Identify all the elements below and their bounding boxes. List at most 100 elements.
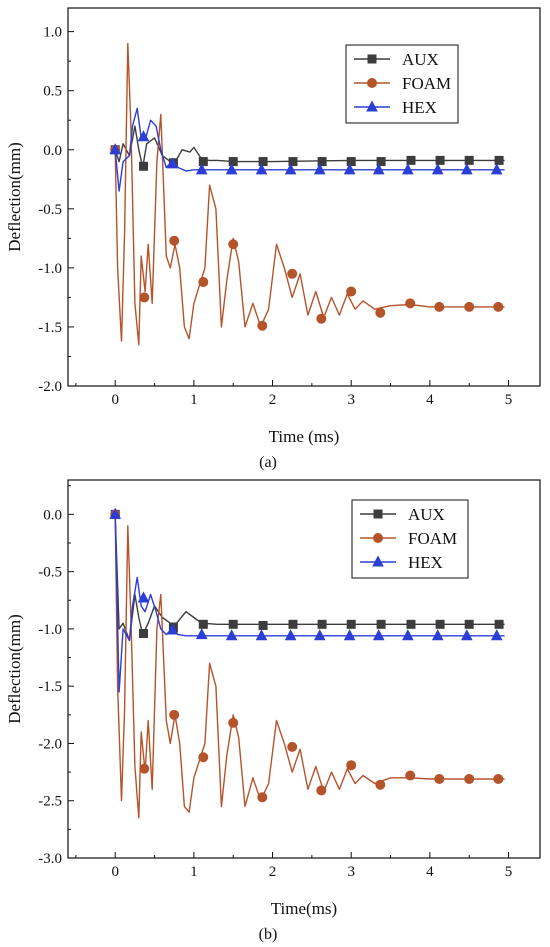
legend-box xyxy=(345,44,459,124)
y-tick-label: 0.0 xyxy=(43,507,62,523)
legend-label-hex: HEX xyxy=(408,553,443,572)
data-point-hex xyxy=(313,629,326,641)
data-point-hex xyxy=(195,163,208,175)
legend: AUX FOAM HEX xyxy=(345,44,459,124)
data-point-foam xyxy=(228,717,239,728)
data-point-foam xyxy=(464,773,475,784)
x-tick-label: 0 xyxy=(111,392,119,408)
data-point-aux xyxy=(346,157,356,167)
data-point-foam xyxy=(257,320,268,331)
data-point-aux xyxy=(139,628,149,638)
x-axis-title: Time (ms) xyxy=(269,427,340,446)
y-tick-label: -0.5 xyxy=(38,202,62,218)
legend-label-hex: HEX xyxy=(402,98,437,117)
data-point-foam xyxy=(405,770,416,781)
data-point-foam xyxy=(257,792,268,803)
data-point-aux xyxy=(258,157,268,167)
data-point-hex xyxy=(372,163,385,175)
x-tick-label: 5 xyxy=(505,864,513,880)
data-point-foam xyxy=(316,785,327,796)
data-point-hex xyxy=(402,163,414,175)
legend-marker-aux xyxy=(367,54,377,64)
data-point-aux xyxy=(317,157,327,167)
data-point-foam xyxy=(434,773,445,784)
data-point-hex xyxy=(343,629,356,641)
data-point-aux xyxy=(435,619,445,629)
legend-marker-hex xyxy=(372,555,384,567)
data-point-hex xyxy=(490,163,503,175)
x-tick-label: 3 xyxy=(347,392,355,408)
chart-panel-b: 0 1 2 3 4 5 0.0 -0.5 -1.0 -1.5 -2.0 -2.5 -3.0 Deflec… xyxy=(5,479,541,943)
data-point-hex xyxy=(255,163,268,175)
data-point-hex xyxy=(166,157,179,169)
data-point-aux xyxy=(288,619,298,629)
data-point-foam xyxy=(346,760,357,771)
panel-label: (b) xyxy=(259,926,278,943)
data-point-hex xyxy=(343,163,356,175)
data-point-hex xyxy=(284,163,297,175)
data-point-foam xyxy=(434,301,445,312)
data-point-aux xyxy=(406,155,416,165)
x-tick-label: 1 xyxy=(190,392,198,408)
data-point-hex xyxy=(402,629,414,641)
data-point-hex xyxy=(255,629,268,641)
data-point-hex xyxy=(195,628,208,640)
data-point-foam xyxy=(464,301,475,312)
data-point-hex xyxy=(166,623,179,635)
y-tick-label: 0.0 xyxy=(43,143,62,159)
data-point-aux xyxy=(406,619,416,629)
data-point-hex xyxy=(372,629,385,641)
data-point-aux xyxy=(464,619,474,629)
data-point-aux xyxy=(139,161,149,171)
series-line-foam xyxy=(114,42,505,346)
data-point-aux xyxy=(228,619,238,629)
data-point-aux xyxy=(317,619,327,629)
data-point-foam xyxy=(316,313,327,324)
x-tick-label: 3 xyxy=(347,864,355,880)
legend-marker-hex xyxy=(366,100,378,112)
y-tick-label: -2.0 xyxy=(38,379,62,395)
x-tick-label: 1 xyxy=(190,864,198,880)
data-point-hex xyxy=(225,629,238,641)
data-point-aux xyxy=(198,619,208,629)
legend-label-aux: AUX xyxy=(402,50,439,69)
data-point-aux xyxy=(494,619,504,629)
data-point-aux xyxy=(494,155,504,165)
data-point-hex xyxy=(109,507,122,519)
data-point-aux xyxy=(288,157,298,167)
y-tick-label: -2.5 xyxy=(38,794,62,810)
y-tick-label: 1.0 xyxy=(43,25,62,41)
data-point-foam xyxy=(139,292,150,303)
data-point-foam xyxy=(198,277,209,288)
data-point-foam xyxy=(346,286,357,297)
data-point-foam xyxy=(169,709,180,720)
y-tick-label: 0.5 xyxy=(43,84,62,100)
y-tick-label: -0.5 xyxy=(38,565,62,581)
data-point-hex xyxy=(431,629,444,641)
x-axis-title: Time(ms) xyxy=(271,899,337,918)
plot-frame xyxy=(67,7,541,387)
series-group xyxy=(109,42,505,346)
data-point-foam xyxy=(139,763,150,774)
y-tick-label: -1.0 xyxy=(38,622,62,638)
y-tick-label: -3.0 xyxy=(38,851,62,867)
data-point-aux xyxy=(258,620,268,630)
y-tick-label: -1.5 xyxy=(38,320,62,336)
data-point-hex xyxy=(461,163,473,175)
data-point-foam xyxy=(375,779,386,790)
x-tick-label: 5 xyxy=(505,392,513,408)
legend-label-foam: FOAM xyxy=(402,74,451,93)
y-axis-title: Deflection(mm) xyxy=(5,142,24,252)
y-axis-title: Deflection(mm) xyxy=(5,614,24,724)
data-point-foam xyxy=(169,235,180,246)
data-point-foam xyxy=(287,741,298,752)
data-point-aux xyxy=(464,155,474,165)
data-point-foam xyxy=(198,752,209,763)
series-line-foam xyxy=(114,514,505,819)
data-point-hex xyxy=(431,163,444,175)
axis-ticks: 0 1 2 3 4 5 0.0 -0.5 -1.0 -1.5 -2.0 -2.5 -3.0 xyxy=(38,485,513,880)
data-point-foam xyxy=(405,298,416,309)
legend-marker-foam xyxy=(367,78,377,88)
data-point-aux xyxy=(228,157,238,167)
